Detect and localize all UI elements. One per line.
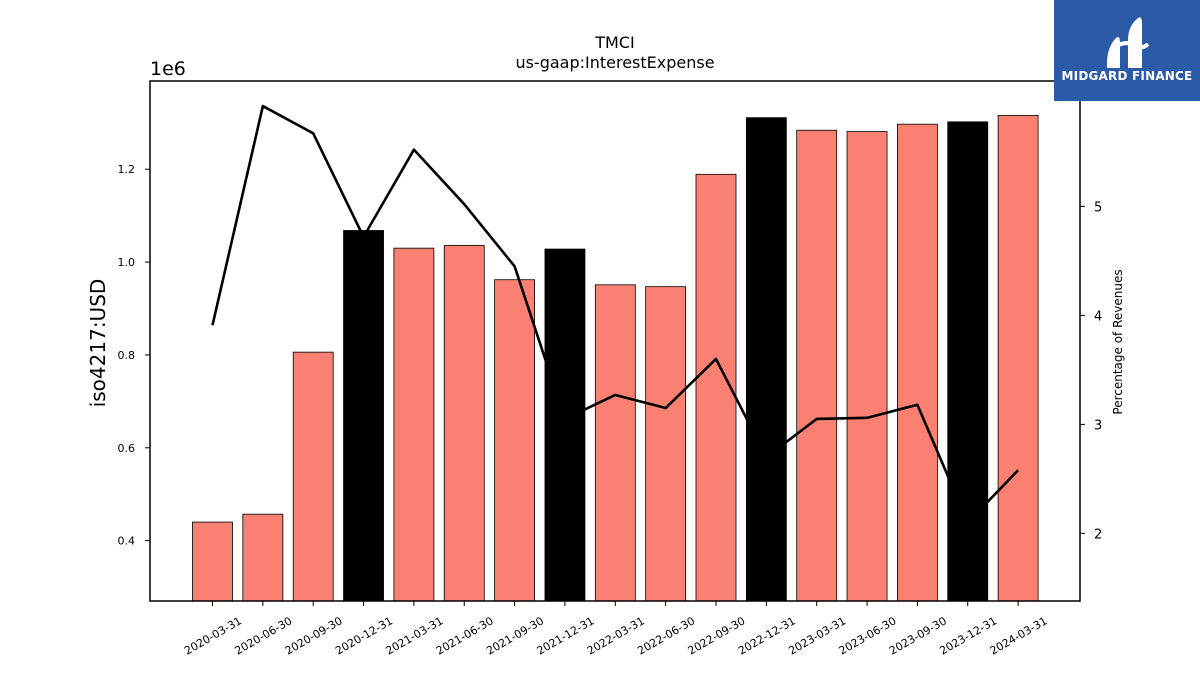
bar (594, 284, 636, 602)
bar (443, 244, 485, 602)
chart-title: TMCI (594, 33, 634, 52)
y2-tick-label: 5 (1094, 200, 1102, 215)
y-tick-label: 1.0 (118, 256, 136, 269)
bar (846, 131, 888, 602)
line-group (211, 104, 1020, 524)
bar (292, 351, 334, 602)
logo-text: MIDGARD FINANCE (1061, 69, 1193, 83)
bar (745, 117, 787, 602)
bar (997, 114, 1039, 602)
bar (343, 230, 384, 602)
y2-tick-label: 3 (1094, 418, 1102, 433)
bar (645, 286, 687, 602)
bar (897, 123, 938, 602)
y-tick-label: 0.4 (118, 535, 136, 548)
bar (393, 247, 435, 602)
bar (796, 129, 838, 602)
revenue-percentage-line (211, 104, 1020, 524)
y-axis-label: iso4217:USD (86, 279, 110, 408)
chart-subtitle: us-gaap:InterestExpense (515, 53, 714, 72)
y2-tick-label: 2 (1094, 527, 1102, 542)
bar (494, 279, 536, 602)
bar (192, 521, 233, 602)
y2-tick-label: 4 (1094, 309, 1102, 324)
y2-axis-label: Percentage of Revenues (1111, 269, 1125, 414)
bar (947, 121, 989, 602)
logo-mark-icon (1106, 17, 1150, 68)
x-tick-label: 2024-03-31 (988, 614, 1050, 657)
y-tick-label: 1.2 (118, 163, 136, 176)
y-tick-label: 0.8 (118, 349, 136, 362)
midgard-finance-logo: MIDGARD FINANCE (1054, 0, 1200, 101)
y-tick-label: 0.6 (118, 442, 136, 455)
y-offset-label: 1e6 (150, 58, 186, 80)
bars-group (192, 114, 1039, 602)
bar (242, 513, 284, 602)
bar (544, 248, 586, 602)
